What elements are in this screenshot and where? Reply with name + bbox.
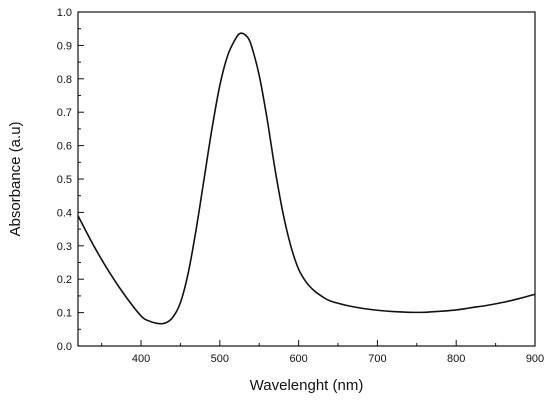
x-tick-label: 900 xyxy=(526,353,544,365)
y-tick-label: 0.5 xyxy=(57,174,72,186)
x-tick-label: 800 xyxy=(447,353,465,365)
absorbance-curve xyxy=(77,32,536,325)
y-axis-ticks: 0.0 0.1 0.2 0.3 0.4 0.5 0.6 0.7 0.8 0.9 1.0 xyxy=(57,7,84,353)
x-axis-title: Wavelenght (nm) xyxy=(250,377,364,394)
x-tick-label: 400 xyxy=(132,353,150,365)
y-axis-title: Absorbance (a.u) xyxy=(7,121,24,236)
x-axis-ticks: 400 500 600 700 800 900 xyxy=(101,340,544,365)
y-tick-label: 0.9 xyxy=(57,40,72,52)
x-tick-label: 600 xyxy=(289,353,307,365)
y-tick-label: 0.3 xyxy=(57,241,72,253)
plot-frame xyxy=(77,11,536,347)
y-tick-label: 0.0 xyxy=(57,341,72,353)
y-tick-label: 0.7 xyxy=(57,107,72,119)
x-tick-label: 500 xyxy=(211,353,229,365)
y-tick-label: 1.0 xyxy=(57,7,72,19)
y-tick-label: 0.6 xyxy=(57,141,72,153)
y-tick-label: 0.8 xyxy=(57,74,72,86)
x-tick-label: 700 xyxy=(368,353,386,365)
y-tick-label: 0.2 xyxy=(57,274,72,286)
y-tick-label: 0.4 xyxy=(57,207,72,219)
y-tick-label: 0.1 xyxy=(57,308,72,320)
